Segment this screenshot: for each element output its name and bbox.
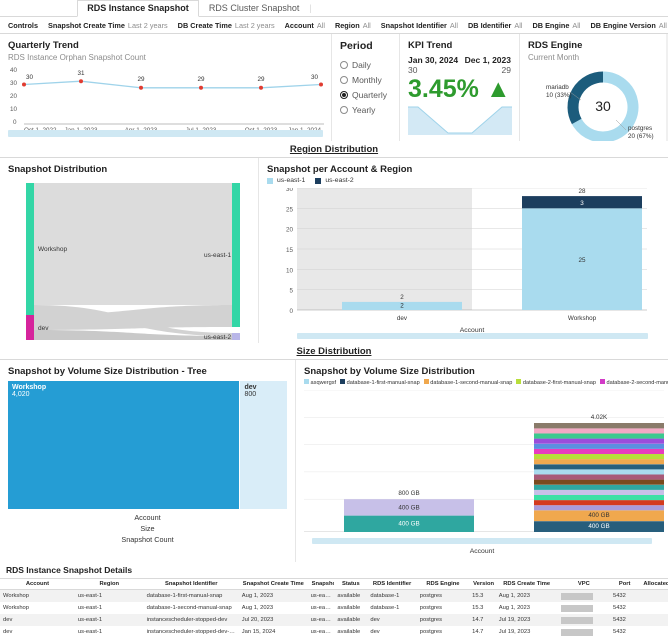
svg-text:postgres: postgres xyxy=(628,125,652,132)
svg-text:800 GB: 800 GB xyxy=(398,490,419,497)
svg-text:28: 28 xyxy=(578,188,586,195)
svg-text:dev: dev xyxy=(397,315,408,322)
svg-text:2: 2 xyxy=(400,303,404,310)
svg-text:2: 2 xyxy=(400,294,404,301)
svg-text:0: 0 xyxy=(289,308,293,315)
svg-text:dev: dev xyxy=(38,325,49,332)
svg-text:30: 30 xyxy=(286,188,294,193)
svg-text:400 GB: 400 GB xyxy=(398,505,419,512)
svg-text:30: 30 xyxy=(26,74,34,81)
svg-text:400 GB: 400 GB xyxy=(588,512,609,519)
svg-text:10: 10 xyxy=(10,106,18,113)
svg-text:4.02K: 4.02K xyxy=(591,414,608,421)
svg-text:31: 31 xyxy=(77,70,85,77)
svg-text:15: 15 xyxy=(286,247,294,254)
svg-text:0: 0 xyxy=(13,119,17,126)
svg-text:5: 5 xyxy=(289,288,293,295)
svg-text:Workshop: Workshop xyxy=(568,315,597,322)
svg-text:400 GB: 400 GB xyxy=(398,521,419,528)
svg-text:30: 30 xyxy=(311,74,319,81)
svg-text:29: 29 xyxy=(137,76,145,83)
svg-text:29: 29 xyxy=(197,76,205,83)
svg-text:mariadb: mariadb xyxy=(546,84,569,91)
svg-text:us-east-1: us-east-1 xyxy=(204,252,231,259)
svg-text:25: 25 xyxy=(286,206,294,213)
svg-text:20 (67%): 20 (67%) xyxy=(628,133,654,140)
svg-text:Workshop: Workshop xyxy=(38,246,68,253)
svg-text:30: 30 xyxy=(10,80,18,87)
svg-text:us-east-2: us-east-2 xyxy=(204,334,231,341)
svg-text:20: 20 xyxy=(10,93,18,100)
svg-text:400 GB: 400 GB xyxy=(588,523,609,530)
svg-text:20: 20 xyxy=(286,227,294,234)
svg-text:40: 40 xyxy=(10,67,18,74)
svg-text:30: 30 xyxy=(595,98,611,114)
svg-text:10 (33%): 10 (33%) xyxy=(546,92,572,99)
svg-text:3: 3 xyxy=(580,200,584,207)
svg-text:29: 29 xyxy=(257,76,265,83)
svg-text:10: 10 xyxy=(286,267,294,274)
svg-text:25: 25 xyxy=(578,257,586,264)
